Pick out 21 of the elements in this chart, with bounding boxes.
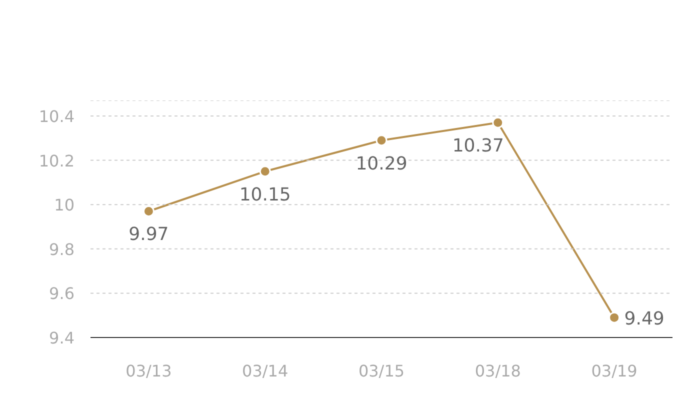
x-tick-label: 03/13 (126, 362, 172, 380)
point (608, 312, 620, 324)
data-label: 10.37 (452, 136, 504, 157)
point (259, 166, 271, 178)
point (142, 206, 154, 217)
x-tick-label: 03/19 (591, 362, 638, 380)
data-label: 10.15 (239, 184, 291, 206)
y-tick-label: 9.4 (49, 328, 75, 348)
x-tick-label: 03/18 (474, 362, 521, 380)
x-tick-label: 03/14 (242, 362, 288, 380)
data-label: 9.97 (128, 224, 169, 246)
point (492, 116, 504, 128)
data-label: 9.49 (624, 308, 664, 330)
x-tick-label: 03/15 (358, 362, 405, 380)
y-tick-label: 10 (54, 196, 74, 215)
y-tick-label: 9.8 (49, 240, 75, 259)
y-tick-label: 10.4 (38, 107, 74, 126)
point (376, 134, 388, 146)
y-tick-label: 10.2 (38, 151, 74, 170)
data-label: 10.29 (356, 153, 408, 174)
y-tick-label: 9.6 (49, 284, 75, 304)
